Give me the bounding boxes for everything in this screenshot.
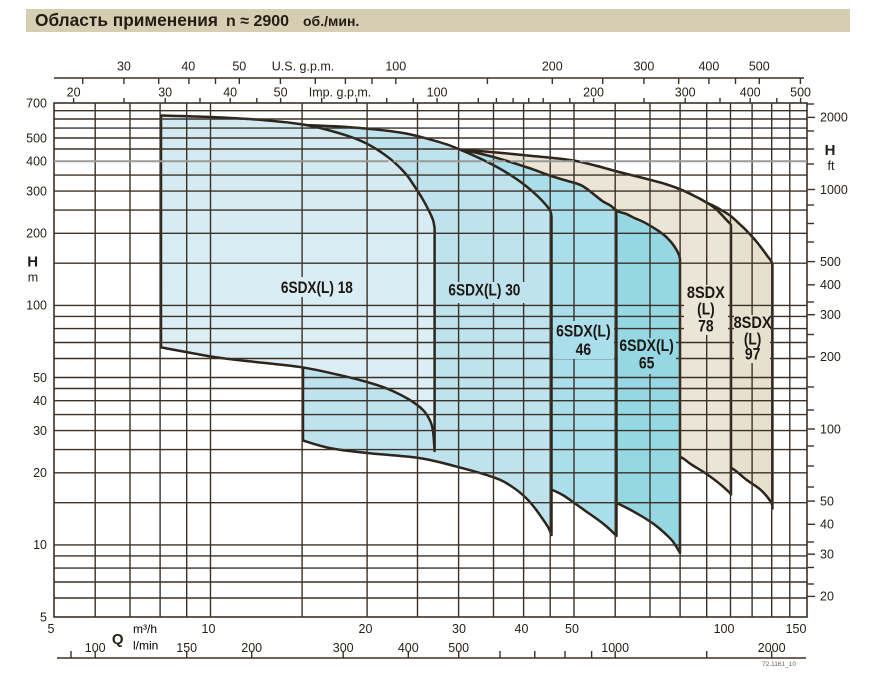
svg-text:30: 30: [452, 622, 466, 636]
svg-text:500: 500: [790, 86, 811, 100]
svg-text:H: H: [27, 253, 38, 270]
svg-text:400: 400: [398, 641, 419, 655]
svg-text:50: 50: [565, 622, 579, 636]
svg-text:Область применения: Область применения: [35, 10, 218, 30]
svg-text:72.1161_10: 72.1161_10: [762, 661, 796, 668]
svg-text:30: 30: [33, 424, 47, 438]
svg-text:5: 5: [40, 610, 47, 624]
svg-text:10: 10: [33, 538, 47, 552]
svg-text:50: 50: [33, 371, 47, 385]
svg-text:40: 40: [181, 60, 195, 74]
svg-text:40: 40: [820, 518, 834, 532]
svg-text:97: 97: [745, 345, 761, 364]
svg-text:150: 150: [176, 641, 197, 655]
svg-text:5: 5: [48, 622, 55, 636]
svg-text:l/min: l/min: [133, 639, 158, 653]
svg-text:2000: 2000: [820, 111, 848, 125]
svg-text:1000: 1000: [820, 183, 848, 197]
svg-text:m³/h: m³/h: [133, 622, 157, 636]
svg-text:200: 200: [542, 60, 563, 74]
svg-text:500: 500: [26, 131, 47, 145]
svg-text:400: 400: [26, 155, 47, 169]
svg-text:20: 20: [359, 622, 373, 636]
svg-text:100: 100: [26, 299, 47, 313]
svg-text:n ≈ 2900: n ≈ 2900: [226, 13, 289, 30]
svg-text:46: 46: [576, 340, 592, 359]
svg-text:(L): (L): [697, 300, 715, 319]
svg-text:50: 50: [820, 494, 834, 508]
svg-text:200: 200: [26, 227, 47, 241]
svg-text:40: 40: [223, 86, 237, 100]
svg-text:6SDX(L) 30: 6SDX(L) 30: [448, 280, 520, 299]
svg-text:400: 400: [820, 278, 841, 292]
svg-text:40: 40: [515, 622, 529, 636]
svg-text:200: 200: [583, 86, 604, 100]
svg-text:40: 40: [33, 394, 47, 408]
svg-text:200: 200: [820, 350, 841, 364]
svg-text:30: 30: [158, 86, 172, 100]
svg-text:500: 500: [820, 255, 841, 269]
svg-text:50: 50: [232, 60, 246, 74]
svg-text:10: 10: [202, 622, 216, 636]
svg-text:500: 500: [749, 60, 770, 74]
svg-text:150: 150: [786, 622, 807, 636]
svg-text:6SDX(L): 6SDX(L): [619, 336, 674, 355]
svg-text:8SDX: 8SDX: [734, 313, 773, 332]
svg-text:8SDX: 8SDX: [687, 283, 726, 302]
svg-text:6SDX(L): 6SDX(L): [556, 322, 611, 341]
svg-text:65: 65: [639, 353, 655, 372]
svg-text:30: 30: [117, 60, 131, 74]
svg-text:Q: Q: [112, 631, 124, 648]
svg-text:об./мин.: об./мин.: [303, 13, 359, 29]
svg-text:20: 20: [820, 590, 834, 604]
svg-text:20: 20: [33, 466, 47, 480]
svg-text:6SDX(L) 18: 6SDX(L) 18: [281, 278, 353, 297]
svg-text:100: 100: [85, 641, 106, 655]
svg-text:100: 100: [820, 422, 841, 436]
svg-text:2000: 2000: [758, 641, 786, 655]
svg-text:300: 300: [333, 641, 354, 655]
svg-text:400: 400: [698, 60, 719, 74]
svg-text:300: 300: [26, 184, 47, 198]
svg-text:m: m: [28, 270, 38, 284]
svg-text:100: 100: [714, 622, 735, 636]
svg-text:ft: ft: [828, 159, 835, 173]
svg-text:Imp. g.p.m.: Imp. g.p.m.: [309, 86, 372, 100]
svg-text:700: 700: [26, 96, 47, 110]
svg-text:1000: 1000: [601, 641, 629, 655]
svg-text:300: 300: [675, 86, 696, 100]
svg-text:100: 100: [427, 86, 448, 100]
svg-text:300: 300: [633, 60, 654, 74]
svg-text:30: 30: [820, 548, 834, 562]
svg-text:(L): (L): [744, 329, 762, 348]
svg-text:50: 50: [274, 86, 288, 100]
svg-text:200: 200: [241, 641, 262, 655]
svg-text:100: 100: [385, 60, 406, 74]
svg-text:H: H: [825, 142, 836, 159]
svg-text:500: 500: [448, 641, 469, 655]
svg-text:U.S. g.p.m.: U.S. g.p.m.: [272, 60, 335, 74]
svg-text:78: 78: [698, 317, 714, 336]
svg-text:20: 20: [67, 86, 81, 100]
svg-text:300: 300: [820, 308, 841, 322]
svg-text:400: 400: [740, 86, 761, 100]
